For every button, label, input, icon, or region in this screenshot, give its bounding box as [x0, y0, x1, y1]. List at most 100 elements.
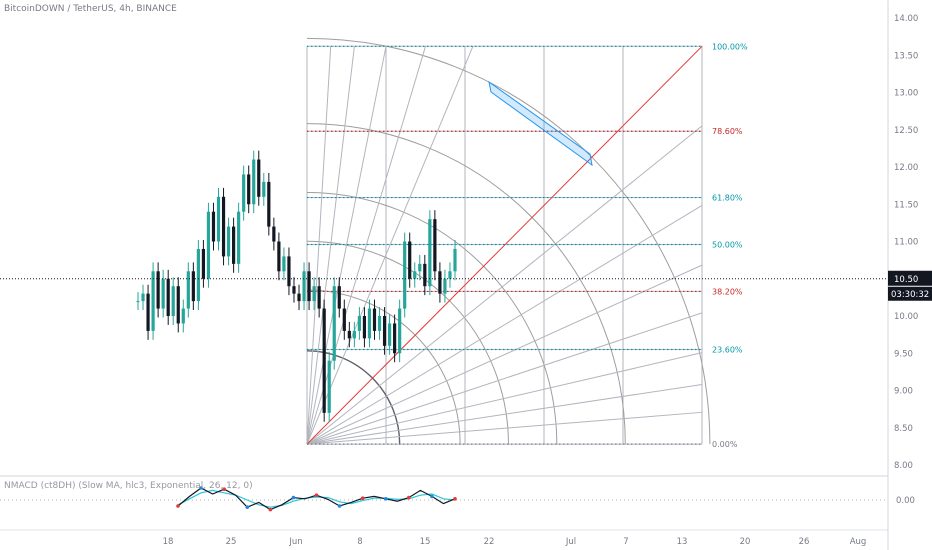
candle-body-23 — [252, 159, 256, 205]
macd-dot-14 — [337, 504, 342, 508]
fib-label-3: 50.00% — [712, 240, 743, 249]
time-tick-label-3: 8 — [357, 537, 362, 547]
time-tick-label-1: 25 — [226, 537, 237, 547]
candle-body-8 — [176, 286, 180, 324]
price-tick-label-9: 9.50 — [894, 349, 913, 359]
candlesticks — [136, 150, 457, 422]
macd-dot-6 — [245, 505, 250, 510]
macd-dot-18 — [383, 497, 388, 501]
candle-body-29 — [282, 256, 286, 272]
blue-channel-drawing — [488, 80, 593, 167]
candle-body-41 — [342, 308, 346, 331]
candle-body-51 — [393, 323, 397, 354]
macd-dot-12 — [314, 493, 319, 498]
fan-ray-1 — [306, 46, 355, 445]
price-tick-label-12: 8.00 — [894, 461, 913, 471]
time-tick-label-5: 22 — [484, 537, 495, 547]
candle-body-45 — [362, 316, 367, 339]
macd-line — [177, 487, 456, 511]
candle-body-9 — [181, 308, 185, 324]
countdown-badge — [888, 286, 932, 301]
drawing-overlays[interactable] — [0, 80, 888, 280]
fan-ray-3 — [306, 46, 426, 445]
fan-ray-9 — [306, 352, 703, 445]
candle-body-32 — [297, 293, 301, 302]
fib-label-5: 23.60% — [712, 346, 743, 355]
fan-ray-7 — [306, 264, 703, 445]
candle-body-12 — [196, 248, 200, 302]
candle-body-47 — [372, 308, 377, 331]
candle-body-28 — [277, 241, 281, 272]
candle-body-19 — [232, 226, 236, 264]
candle-body-10 — [186, 271, 190, 309]
candle-body-61 — [443, 278, 447, 294]
fan-ray-11 — [306, 411, 703, 445]
macd-dot-10 — [291, 495, 296, 500]
candle-body-37 — [322, 308, 326, 413]
candle-body-58 — [428, 219, 432, 287]
price-tick-label-3: 12.50 — [894, 126, 918, 136]
macd-signal-line — [177, 489, 456, 508]
price-axis[interactable]: 14.00 13.50 13.00 12.50 12.00 11.50 11.00 10.50… — [888, 14, 932, 506]
candle-body-27 — [272, 226, 276, 242]
candle-body-11 — [191, 271, 195, 302]
candle-body-24 — [257, 159, 261, 197]
time-tick-label-10: 26 — [799, 537, 810, 547]
macd-dot-2 — [199, 486, 203, 490]
candle-body-1 — [141, 293, 145, 302]
candle-body-42 — [347, 330, 351, 339]
candle-body-22 — [247, 174, 251, 205]
fib-label-2: 61.80% — [712, 194, 743, 203]
fibonacci-levels[interactable]: 100.00% 78.60% 61.80% 50.00% 38.20% 23.60% 0.0… — [307, 42, 748, 449]
candle-body-40 — [337, 286, 341, 309]
time-tick-label-9: 20 — [740, 537, 751, 547]
time-axis[interactable]: 18 25 Jun 8 15 22 Jul 7 13 20 26 Aug — [163, 537, 867, 547]
time-tick-label-7: 7 — [623, 537, 628, 547]
price-tick-label-1: 13.50 — [894, 51, 918, 61]
time-tick-label-6: Jul — [565, 537, 576, 547]
current-price-badge — [888, 270, 932, 286]
indicator-title: NMACD (ct8DH) (Slow MA, hlc3, Exponentia… — [4, 481, 253, 491]
macd-zero-axis-label: 0.00 — [896, 496, 915, 506]
fan-ray-10 — [306, 383, 703, 445]
candle-body-36 — [317, 286, 321, 309]
price-tick-label-4: 12.00 — [894, 163, 918, 173]
price-tick-label-10: 9.00 — [894, 387, 913, 397]
macd-dot-4 — [222, 487, 226, 492]
candle-body-15 — [211, 211, 216, 242]
candle-body-48 — [377, 316, 382, 331]
candle-body-62 — [448, 271, 452, 279]
price-tick-label-8: 10.00 — [894, 312, 918, 322]
candle-body-54 — [408, 241, 412, 279]
fan-ray-0 — [306, 46, 332, 445]
candle-body-57 — [423, 263, 427, 287]
current-price-label: 10.50 — [894, 275, 918, 285]
candle-body-53 — [403, 241, 407, 309]
time-tick-label-11: Aug — [850, 537, 867, 547]
fan-ray-8 — [306, 312, 703, 445]
candle-body-18 — [226, 226, 231, 257]
candle-body-17 — [221, 196, 226, 257]
candle-body-34 — [307, 271, 311, 302]
candle-body-14 — [206, 211, 211, 279]
macd-dot-16 — [360, 496, 365, 501]
candle-body-3 — [151, 271, 155, 331]
candle-body-35 — [312, 286, 316, 302]
price-tick-label-5: 11.50 — [894, 200, 918, 210]
fan-ray-5 — [306, 125, 703, 445]
price-tick-label-2: 13.00 — [894, 89, 918, 99]
candle-body-52 — [398, 308, 402, 354]
candle-body-46 — [367, 308, 372, 339]
fan-ray-2 — [306, 46, 387, 445]
candle-body-55 — [413, 271, 417, 279]
candle-body-7 — [171, 286, 175, 316]
candle-body-0 — [136, 301, 140, 303]
macd-dot-20 — [407, 495, 411, 500]
candle-body-26 — [267, 181, 271, 227]
candle-body-21 — [242, 174, 246, 212]
candle-body-43 — [352, 330, 356, 339]
macd-dot-0 — [176, 504, 180, 508]
time-tick-label-8: 13 — [677, 537, 688, 547]
candle-body-60 — [438, 271, 442, 294]
